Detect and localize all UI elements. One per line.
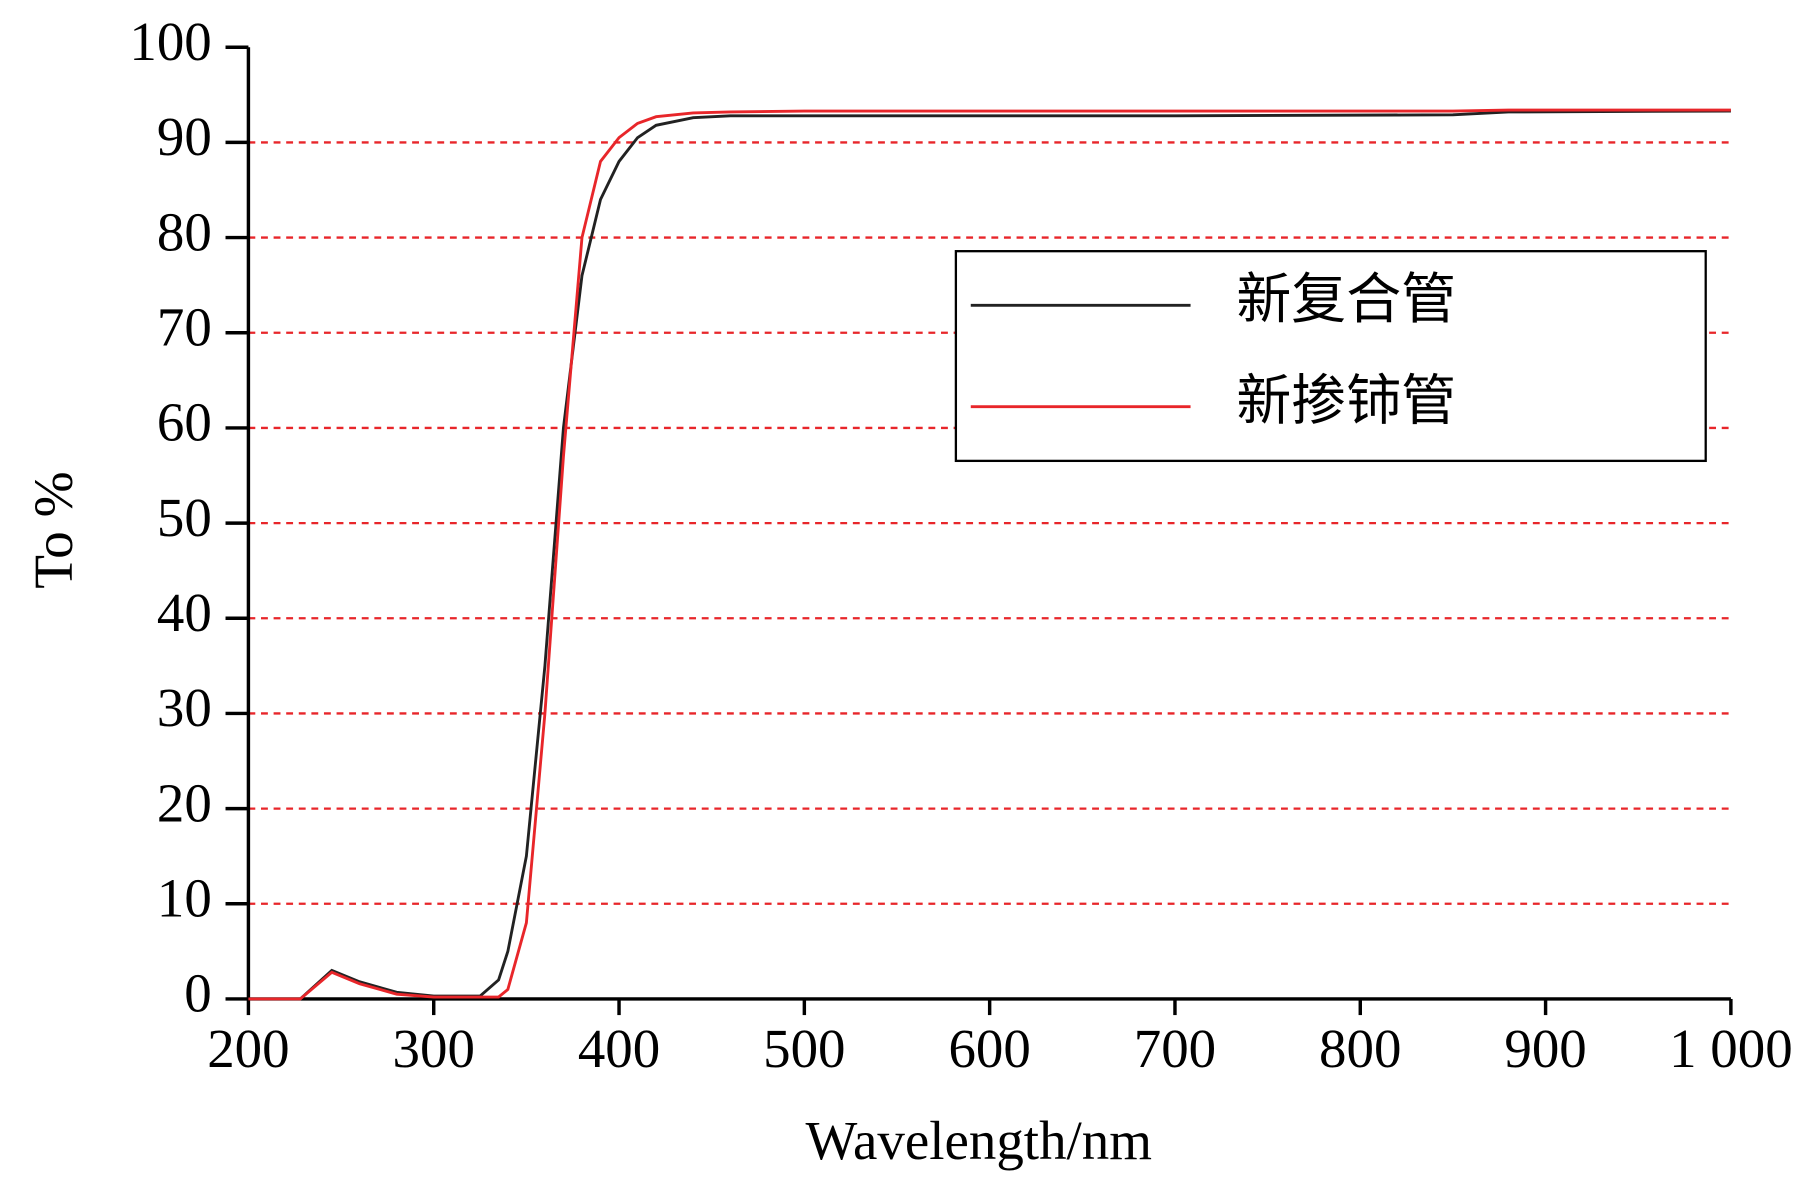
y-tick-label: 90 <box>157 106 212 167</box>
y-tick-label: 0 <box>184 962 211 1023</box>
y-tick-label: 50 <box>157 487 212 548</box>
y-tick-label: 30 <box>157 677 212 738</box>
series-line <box>248 109 1731 1001</box>
y-tick-label: 100 <box>129 11 211 72</box>
x-tick-label: 200 <box>207 1018 289 1079</box>
legend-box <box>954 250 1707 463</box>
x-tick-label: 500 <box>763 1018 845 1079</box>
y-tick-label: 10 <box>157 867 212 928</box>
x-tick-label: 700 <box>1134 1018 1216 1079</box>
series-line <box>248 108 1731 1001</box>
y-axis-label: To % <box>23 471 84 588</box>
x-tick-label: 300 <box>393 1018 475 1079</box>
x-tick-label: 800 <box>1319 1018 1401 1079</box>
x-tick-label: 1 000 <box>1669 1018 1793 1079</box>
legend-label: 新掺铈管 <box>1236 370 1456 431</box>
legend-label: 新复合管 <box>1236 269 1456 330</box>
x-tick-label: 400 <box>578 1018 660 1079</box>
x-tick-label: 900 <box>1504 1018 1586 1079</box>
y-tick-label: 40 <box>157 582 212 643</box>
x-axis-label: Wavelength/nm <box>806 1110 1152 1171</box>
y-tick-label: 80 <box>157 201 212 262</box>
y-tick-label: 60 <box>157 391 212 452</box>
y-tick-label: 20 <box>157 772 212 833</box>
x-tick-label: 600 <box>948 1018 1030 1079</box>
y-tick-label: 70 <box>157 296 212 357</box>
